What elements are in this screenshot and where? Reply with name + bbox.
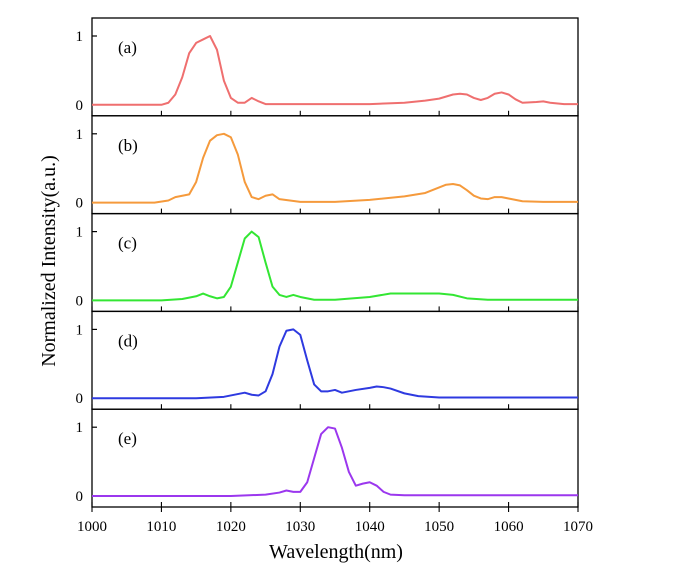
spectrum-line [92,132,578,204]
y-tick-label: 1 [76,127,84,143]
y-axis-label: Normalized Intensity(a.u.) [38,155,60,367]
spectrum-line [92,328,578,400]
x-tick-label: 1000 [77,519,107,535]
panel-a: 0 1 (a) [76,17,579,117]
spectrum-line [92,230,578,302]
panel-frame [91,17,579,117]
x-tick-label: 1070 [563,519,593,535]
y-tick-label: 1 [76,420,84,436]
x-axis-label: Wavelength(nm) [269,541,403,563]
x-tick-label: 1030 [285,519,315,535]
panel-frame [91,115,579,215]
y-tick-label: 0 [76,98,84,114]
y-tick-label: 0 [76,489,84,505]
panel-d: 0 1 (d) [76,310,579,410]
panel-label: (a) [118,38,137,57]
y-tick-label: 0 [76,196,84,212]
y-tick-label: 0 [76,391,84,407]
y-tick-label: 0 [76,293,84,309]
panel-frame [91,212,579,313]
panel-frame [91,408,579,508]
y-tick-label: 1 [76,29,84,45]
spectrum-line [92,35,578,106]
panel-b: 0 1 (b) [76,115,579,215]
panel-label: (c) [118,234,137,253]
panel-frame [91,310,579,410]
x-tick-label: 1060 [494,519,524,535]
x-tick-label: 1050 [424,519,454,535]
spectrum-line [92,426,578,497]
y-tick-label: 1 [76,225,84,241]
y-tick-label: 1 [76,322,84,338]
panel-label: (e) [118,429,137,448]
x-tick-label: 1010 [146,519,176,535]
chart-panels: 0 1 (a) 0 1 (b) 0 1 (c) 0 1 (d) 0 1 (e) [76,17,579,508]
panel-label: (d) [118,331,138,350]
x-tick-label: 1040 [355,519,385,535]
x-axis: 1000 1010 1020 1030 1040 1050 1060 1070 [77,507,593,535]
panel-e: 0 1 (e) [76,408,579,508]
panel-label: (b) [118,136,138,155]
x-tick-label: 1020 [216,519,246,535]
panel-c: 0 1 (c) [76,212,579,313]
